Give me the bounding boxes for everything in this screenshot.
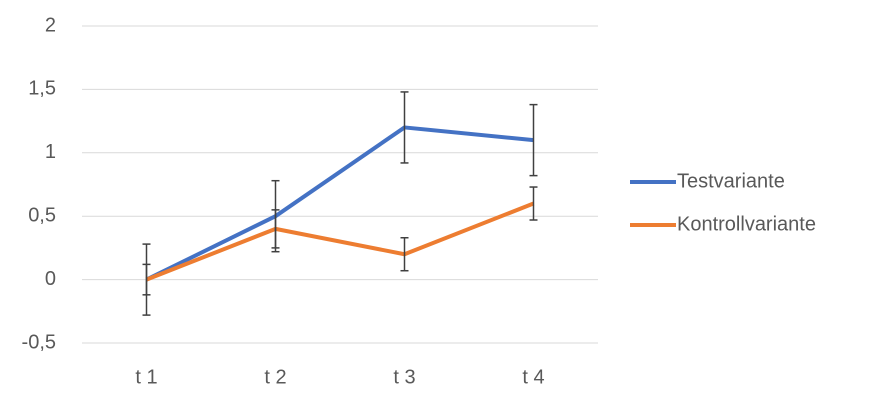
error-bar [142, 263, 151, 296]
y-tick-label: 1,5 [28, 78, 56, 100]
series-line [145, 125, 534, 282]
legend-label: Testvariante [677, 170, 785, 192]
y-tick-label: 1 [45, 141, 56, 163]
error-bar [529, 186, 538, 221]
series-line [145, 201, 535, 282]
x-tick-label: t 1 [135, 366, 157, 388]
x-tick-label: t 2 [264, 366, 286, 388]
y-tick-label: 0 [45, 268, 56, 290]
legend-label: Kontrollvariante [677, 213, 816, 235]
error-bar [400, 91, 409, 164]
error-bar [271, 209, 280, 249]
x-tick-label: t 4 [522, 366, 544, 388]
y-tick-label: 2 [45, 14, 56, 36]
y-tick-label: -0,5 [22, 331, 56, 353]
y-tick-label: 0,5 [28, 204, 56, 226]
error-bar [529, 103, 538, 177]
x-tick-label: t 3 [393, 366, 415, 388]
error-bar [400, 237, 409, 272]
